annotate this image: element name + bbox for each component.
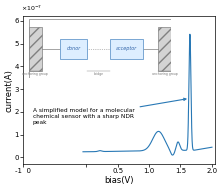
Text: A simplified model for a molecular
chemical sensor with a sharp NDR
peak: A simplified model for a molecular chemi… [33, 98, 186, 125]
Text: $\times 10^{-7}$: $\times 10^{-7}$ [21, 4, 43, 13]
X-axis label: bias(V): bias(V) [104, 176, 134, 185]
Y-axis label: current(A): current(A) [4, 69, 13, 112]
